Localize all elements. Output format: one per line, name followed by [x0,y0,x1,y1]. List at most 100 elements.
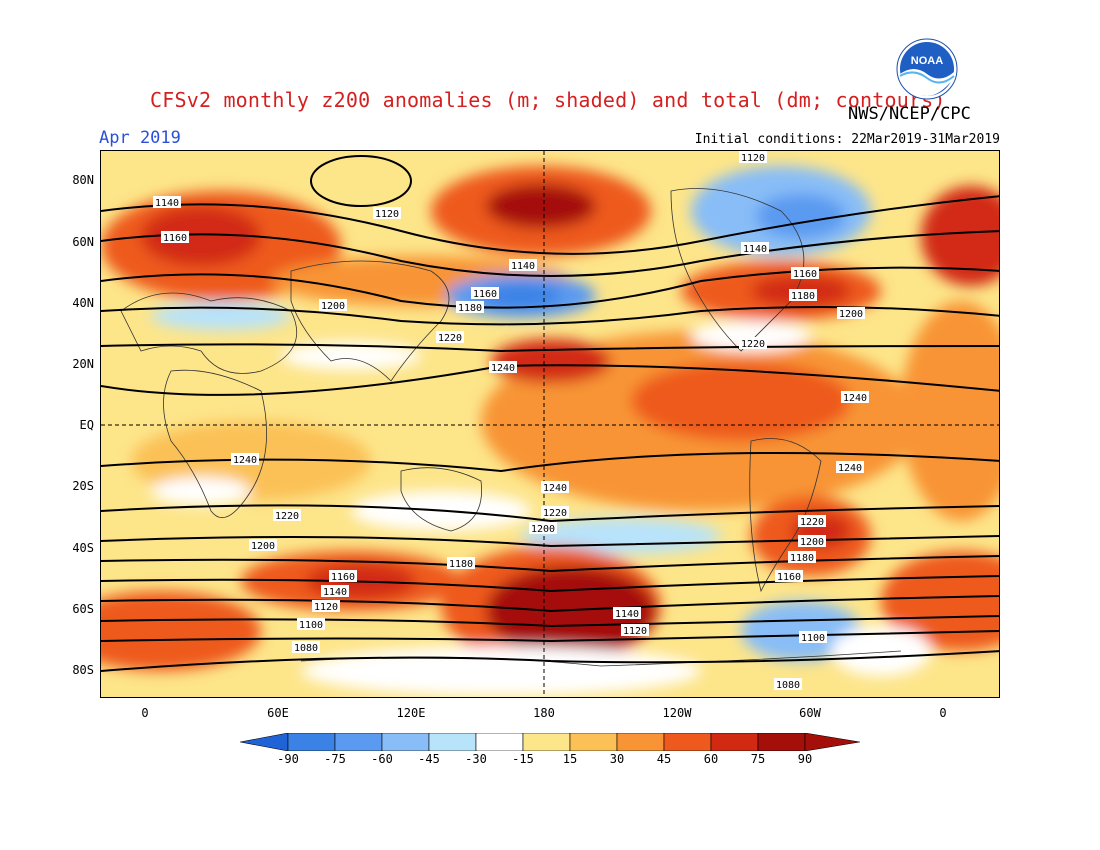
contour-1120-closed [310,155,412,207]
coast-europe-africa-north [120,292,298,374]
contour-label-1200-a: 1200 [321,301,345,312]
contour-label-1140-c: 1140 [743,244,767,255]
anomaly-shading [101,166,999,696]
contour-label-1160-c: 1160 [793,269,817,280]
contour-label-1080-a: 1080 [294,643,318,654]
noaa-logo-text: NOAA [911,55,943,67]
lat-label-20n: 20N [72,357,94,371]
contour-label-1180-b: 1180 [791,291,815,302]
contour-label-1200-e: 1200 [800,537,824,548]
colorbar-segment-7 [569,733,618,751]
colorbar-label-15: 15 [562,752,578,766]
valid-month-label: Apr 2019 [99,128,181,148]
colorbar-segment-5 [475,733,524,751]
colorbar-segment-4 [428,733,477,751]
contour-label-1140-a: 1140 [155,198,179,209]
contour-label-1240-e: 1240 [838,463,862,474]
colorbar-segment-6 [522,733,571,751]
colorbar-label-neg60: -60 [371,752,393,766]
colorbar-segment-10 [710,733,759,751]
colorbar [240,733,860,751]
colorbar-label-neg75: -75 [324,752,346,766]
colorbar-label-neg30: -30 [465,752,487,766]
contour-1220-south [101,504,999,523]
lat-label-60n: 60N [72,235,94,249]
contour-label-1200-b: 1200 [839,309,863,320]
contour-label-1120-c: 1120 [623,626,647,637]
contour-1160-south [101,575,999,593]
coast-africa [163,369,268,518]
contour-1080-south [101,650,999,672]
contour-label-1220-d: 1220 [543,508,567,519]
contour-1120-south [101,615,999,628]
colorbar-segment-1 [287,733,336,751]
contour-label-1200-c: 1200 [251,541,275,552]
colorbar-label-60: 60 [703,752,719,766]
lat-label-40n: 40N [72,296,94,310]
contour-label-1080-b: 1080 [776,680,800,691]
contour-label-1220-b: 1220 [741,339,765,350]
contour-label-1120-a: 1120 [375,209,399,220]
lon-label-180: 180 [533,706,555,720]
contour-label-1160-d: 1160 [331,572,355,583]
contour-label-1120-d: 1120 [741,153,765,164]
contour-label-1120-b: 1120 [314,602,338,613]
noaa-logo-icon: NOAA [896,38,958,100]
coast-north-america [670,188,805,352]
contour-label-1220-a: 1220 [438,333,462,344]
lon-label-60w: 60W [799,706,821,720]
contour-label-1160-e: 1160 [777,572,801,583]
lon-label-0-east: 0 [939,706,947,720]
contour-label-1100-a: 1100 [299,620,323,631]
colorbar-label-45: 45 [656,752,672,766]
contour-1200-south [101,535,999,548]
lon-label-60e: 60E [267,706,289,720]
map-title: CFSv2 monthly z200 anomalies (m; shaded)… [150,88,946,112]
contour-label-1160-b: 1160 [473,289,497,300]
contour-1140-north [101,195,999,255]
contour-label-1160-a: 1160 [163,233,187,244]
colorbar-label-75: 75 [750,752,766,766]
contour-label-1100-b: 1100 [801,633,825,644]
lon-label-120w: 120W [662,706,692,720]
colorbar-arrow-left [240,733,289,751]
contour-1180-south [101,555,999,573]
colorbar-label-90: 90 [797,752,813,766]
source-label: NWS/NCEP/CPC [848,104,971,124]
map-panel: 1140 1160 1120 1140 1160 1180 1200 1220 … [100,150,1000,698]
lat-label-20s: 20S [72,479,94,493]
contour-label-1240-d: 1240 [543,483,567,494]
contour-label-1140-e: 1140 [615,609,639,620]
colorbar-segment-3 [381,733,430,751]
contour-label-1140-d: 1140 [323,587,347,598]
contour-1220-north [101,343,999,353]
coast-asia [290,260,450,382]
lon-label-120e: 120E [396,706,426,720]
lon-label-0: 0 [141,706,149,720]
initial-conditions-label: Initial conditions: 22Mar2019-31Mar2019 [694,132,1000,147]
contour-label-1140-b: 1140 [511,261,535,272]
lat-label-40s: 40S [72,541,94,555]
colorbar-arrow-right [804,733,860,751]
lat-label-80s: 80S [72,663,94,677]
lat-label-eq: EQ [79,418,94,432]
contour-1100-south [101,630,999,643]
contour-1140-south [101,595,999,613]
contour-label-1240-b: 1240 [843,393,867,404]
contour-label-1220-e: 1220 [800,517,824,528]
colorbar-segment-9 [663,733,712,751]
contour-label-1180-d: 1180 [790,553,814,564]
contour-label-1240-a: 1240 [491,363,515,374]
contour-label-1180-a: 1180 [458,303,482,314]
contour-label-1180-c: 1180 [449,559,473,570]
lat-label-80n: 80N [72,173,94,187]
colorbar-label-30: 30 [609,752,625,766]
contour-label-1200-d: 1200 [531,524,555,535]
contour-1160-north [101,230,999,277]
lat-label-60s: 60S [72,602,94,616]
anomaly-map: 1140 1160 1120 1140 1160 1180 1200 1220 … [101,151,999,697]
colorbar-segment-8 [616,733,665,751]
colorbar-label-neg45: -45 [418,752,440,766]
contour-label-1240-c: 1240 [233,455,257,466]
height-contours [101,155,999,672]
